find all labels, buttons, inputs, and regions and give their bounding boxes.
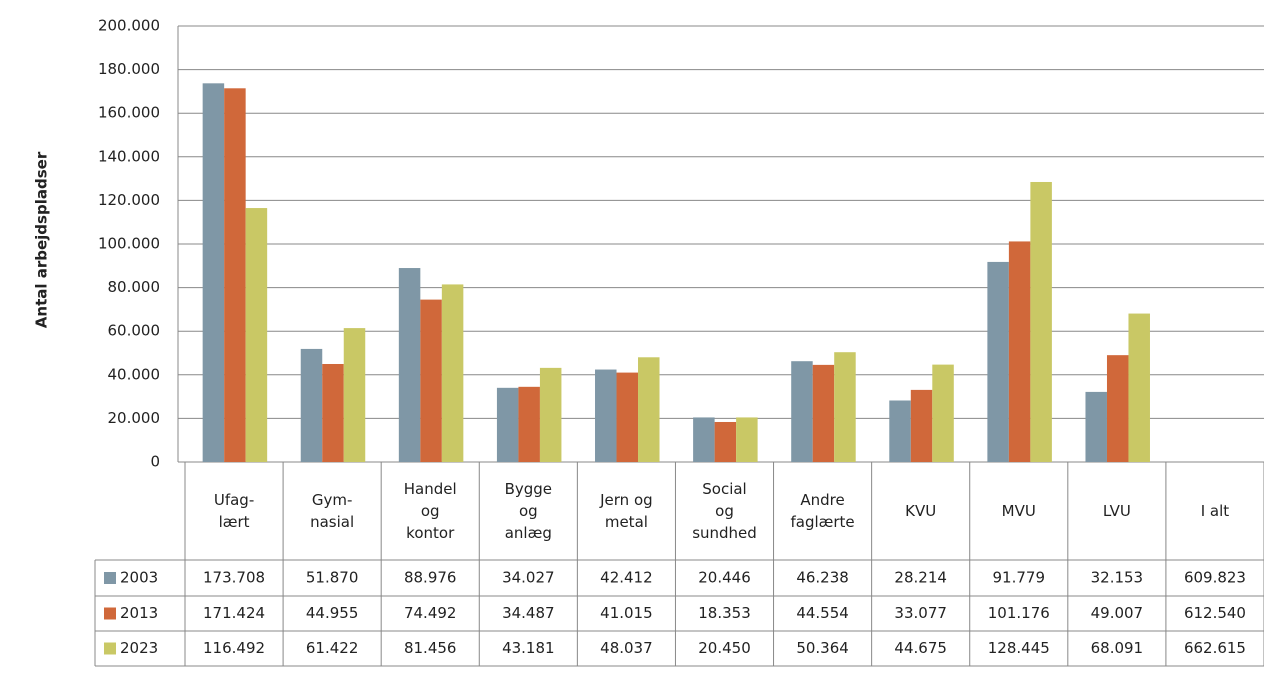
bar xyxy=(1085,391,1107,462)
table-value: 20.450 xyxy=(698,639,751,657)
legend-swatch xyxy=(104,607,116,620)
table-total: 612.540 xyxy=(1184,604,1246,622)
table-value: 46.238 xyxy=(796,569,849,587)
bar xyxy=(791,361,813,462)
table-value: 101.176 xyxy=(988,604,1050,622)
bar xyxy=(398,268,421,462)
bar xyxy=(245,208,268,462)
bar xyxy=(834,352,856,462)
table-value: 20.446 xyxy=(698,569,751,587)
table-value: 74.492 xyxy=(404,604,457,622)
table-value: 32.153 xyxy=(1091,569,1144,587)
bar xyxy=(496,387,519,462)
y-tick-label: 0 xyxy=(150,453,160,471)
y-tick-label: 100.000 xyxy=(98,235,160,253)
bar xyxy=(224,88,246,462)
bar xyxy=(638,357,660,462)
x-tick-label: Social og sundhed xyxy=(692,480,757,542)
bar xyxy=(595,369,617,462)
bar xyxy=(1008,241,1031,462)
table-value: 34.487 xyxy=(502,604,555,622)
bar xyxy=(300,348,323,462)
y-tick-label: 80.000 xyxy=(108,278,161,296)
table-total: 662.615 xyxy=(1184,639,1246,657)
table-total: 609.823 xyxy=(1184,569,1246,587)
table-value: 88.976 xyxy=(404,569,457,587)
y-tick-label: 60.000 xyxy=(108,322,161,340)
table-value: 61.422 xyxy=(306,639,359,657)
table-value: 43.181 xyxy=(502,639,555,657)
table-value: 128.445 xyxy=(988,639,1050,657)
y-axis-title: Antal arbejdspladser xyxy=(33,151,51,328)
y-tick-label: 200.000 xyxy=(98,17,160,35)
bar xyxy=(441,284,464,462)
x-tick-label: LVU xyxy=(1102,502,1131,520)
table-value: 171.424 xyxy=(203,604,265,622)
table-value: 68.091 xyxy=(1091,639,1144,657)
y-tick-label: 160.000 xyxy=(98,104,160,122)
bar xyxy=(616,372,639,462)
x-tick-label: Ufag- lært xyxy=(213,491,255,531)
table-value: 91.779 xyxy=(993,569,1046,587)
bar xyxy=(202,83,225,462)
legend-label: 2003 xyxy=(120,569,158,587)
table-value: 42.412 xyxy=(600,569,653,587)
bar xyxy=(1030,181,1052,462)
x-tick-label: I alt xyxy=(1200,502,1230,520)
y-tick-label: 140.000 xyxy=(98,147,160,165)
bar xyxy=(693,417,715,462)
table-value: 28.214 xyxy=(894,569,947,587)
bar xyxy=(343,328,366,462)
legend-swatch xyxy=(104,572,116,584)
y-tick-label: 120.000 xyxy=(98,191,160,209)
table-value: 34.027 xyxy=(502,569,555,587)
bar xyxy=(812,364,835,462)
bar xyxy=(420,299,442,462)
x-tick-label: Bygge og anlæg xyxy=(504,480,553,542)
x-tick-label: Jern og metal xyxy=(600,491,653,531)
y-tick-label: 40.000 xyxy=(108,365,161,383)
table-value: 48.037 xyxy=(600,639,653,657)
x-tick-label: MVU xyxy=(1001,502,1036,520)
table-value: 18.353 xyxy=(698,604,751,622)
table-value: 173.708 xyxy=(203,569,265,587)
table-value: 49.007 xyxy=(1091,604,1144,622)
bar xyxy=(1128,313,1150,462)
y-tick-label: 180.000 xyxy=(98,60,160,78)
bar xyxy=(518,386,540,462)
bar xyxy=(1106,355,1129,462)
y-tick-label: 20.000 xyxy=(108,409,161,427)
legend-label: 2013 xyxy=(120,604,158,622)
x-tick-label: KVU xyxy=(905,502,937,520)
legend-label: 2023 xyxy=(120,639,158,657)
bar xyxy=(932,364,954,462)
table-value: 44.554 xyxy=(796,604,849,622)
x-tick-label: Handel og kontor xyxy=(403,480,457,542)
x-tick-label: Andre faglærte xyxy=(790,491,855,531)
bar xyxy=(539,367,562,462)
table-value: 44.675 xyxy=(894,639,947,657)
bar xyxy=(910,389,933,462)
table-value: 81.456 xyxy=(404,639,457,657)
bar xyxy=(322,363,344,462)
bar xyxy=(889,400,911,462)
x-tick-label: Gym- nasial xyxy=(310,491,355,531)
table-value: 44.955 xyxy=(306,604,359,622)
table-value: 116.492 xyxy=(203,639,265,657)
bar xyxy=(714,421,737,462)
bar xyxy=(987,261,1009,462)
table-value: 50.364 xyxy=(796,639,849,657)
table-value: 33.077 xyxy=(894,604,947,622)
table-value: 41.015 xyxy=(600,604,653,622)
bar xyxy=(736,417,758,462)
table-value: 51.870 xyxy=(306,569,359,587)
legend-swatch xyxy=(104,642,116,655)
